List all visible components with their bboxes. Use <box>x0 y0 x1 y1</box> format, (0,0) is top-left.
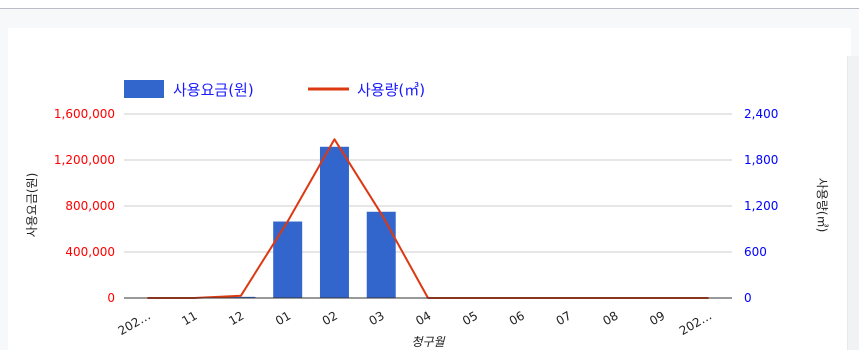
x-tick-label: 01 <box>273 308 293 328</box>
x-tick-label: 09 <box>647 308 667 328</box>
bar <box>226 296 256 298</box>
x-tick-label: 04 <box>413 308 433 328</box>
left-tick-label: 1,600,000 <box>54 107 115 121</box>
legend-label-bar: 사용요금(원) <box>173 81 254 99</box>
x-tick-label: 08 <box>600 308 620 328</box>
line-series <box>147 138 709 299</box>
x-tick-label: 03 <box>366 308 386 328</box>
left-tick-label: 400,000 <box>65 245 115 259</box>
x-tick-label: 202… <box>116 308 153 338</box>
right-tick-label: 0 <box>744 291 752 305</box>
left-tick-label: 0 <box>107 291 115 305</box>
x-tick-label: 05 <box>460 308 480 328</box>
left-axis-title: 사용요금(원) <box>25 173 39 238</box>
x-tick-label: 202… <box>677 308 714 338</box>
right-axis-title: 사용량(㎥) <box>815 178 829 232</box>
bar <box>273 221 303 298</box>
right-tick-label: 1,800 <box>744 153 778 167</box>
x-tick-label: 12 <box>226 308 246 328</box>
bar-series <box>226 146 396 298</box>
left-tick-label: 1,200,000 <box>54 153 115 167</box>
x-axis-tick-labels: 202… 11 12 01 02 03 04 05 06 07 08 09 202… <box>116 308 714 338</box>
x-tick-label: 11 <box>179 308 199 328</box>
right-tick-label: 2,400 <box>744 107 778 121</box>
legend-swatch-bar <box>124 80 164 98</box>
x-axis-title: 청구월 <box>411 335 445 349</box>
usage-line <box>147 138 709 299</box>
x-tick-label: 07 <box>554 308 574 328</box>
bar <box>366 211 396 298</box>
x-tick-label: 06 <box>507 308 527 328</box>
bar <box>319 146 349 298</box>
gridlines <box>124 113 732 253</box>
right-axis-tick-labels: 0 600 1,200 1,800 2,400 <box>744 107 778 305</box>
left-tick-label: 800,000 <box>65 199 115 213</box>
legend: 사용요금(원) 사용량(㎥) <box>124 80 425 99</box>
top-toolbar <box>0 0 859 9</box>
right-tick-label: 600 <box>744 245 767 259</box>
left-axis-tick-labels: 0 400,000 800,000 1,200,000 1,600,000 <box>54 107 115 305</box>
right-tick-label: 1,200 <box>744 199 778 213</box>
x-tick-label: 02 <box>320 308 340 328</box>
legend-label-line: 사용량(㎥) <box>357 81 425 99</box>
right-side-panel <box>847 56 859 350</box>
